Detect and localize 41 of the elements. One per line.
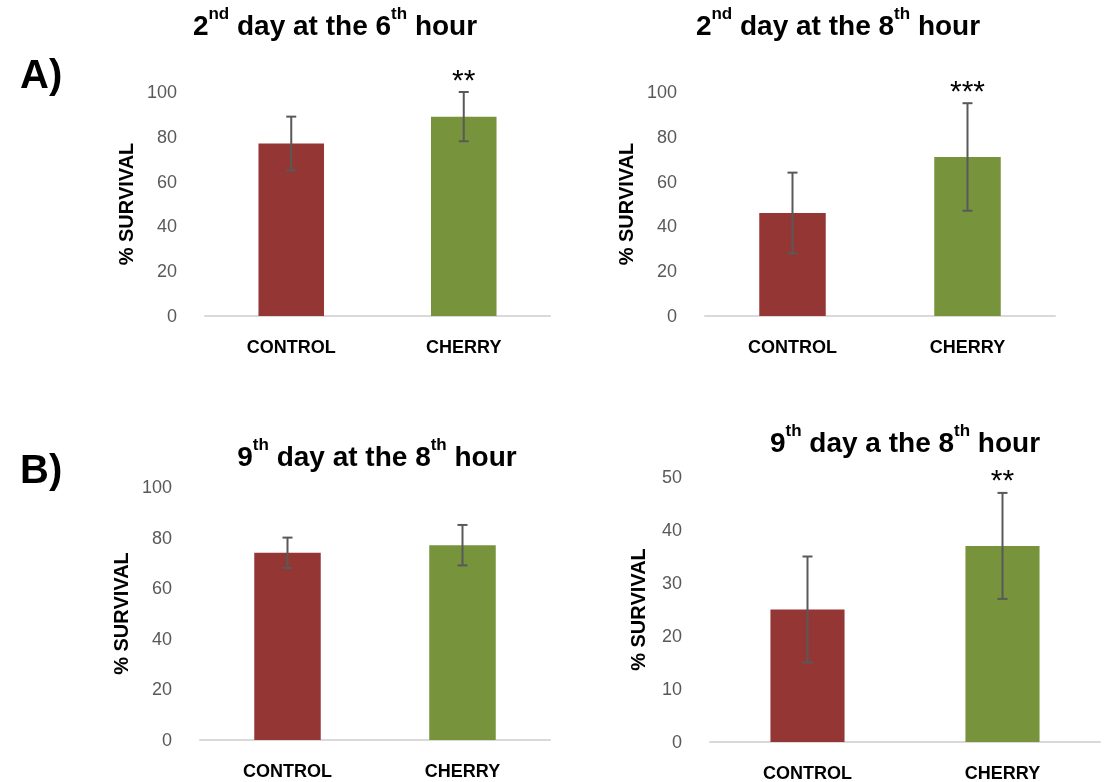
x-tick-label: CONTROL (763, 763, 852, 782)
y-tick-label: 40 (661, 520, 682, 540)
y-tick-label: 0 (166, 306, 177, 326)
y-axis-title: % SURVIVAL (615, 142, 638, 266)
x-tick-label: CONTROL (246, 337, 336, 357)
y-tick-label: 100 (646, 82, 677, 102)
y-tick-label: 20 (661, 626, 682, 646)
annotation: *** (949, 73, 986, 107)
x-tick-label: CHERRY (426, 337, 502, 357)
y-axis-title: % SURVIVAL (110, 552, 133, 675)
x-tick-label: CONTROL (243, 761, 332, 781)
y-tick-label: 20 (156, 261, 177, 282)
text: A) (20, 52, 63, 96)
y-tick-label: 20 (151, 679, 172, 700)
y-tick-label: 80 (656, 126, 677, 147)
y-tick-label: 40 (151, 628, 172, 649)
x-tick-label: CONTROL (748, 337, 837, 357)
y-tick-label: 10 (661, 679, 682, 699)
y-tick-label: 0 (671, 732, 682, 752)
text: B) (20, 447, 63, 491)
x-tick-label: CHERRY (964, 763, 1041, 782)
y-axis-title: % SURVIVAL (115, 142, 138, 266)
y-tick-label: 30 (661, 573, 682, 593)
y-tick-label: 80 (151, 527, 172, 548)
y-tick-label: 40 (156, 216, 177, 237)
y-tick-label: 80 (156, 126, 177, 147)
y-tick-label: 0 (666, 306, 677, 326)
x-tick-label: CHERRY (424, 761, 501, 781)
annotation: ** (452, 62, 476, 96)
x-tick-label: CHERRY (929, 337, 1006, 357)
y-tick-label: 20 (656, 261, 677, 282)
y-tick-label: 60 (156, 171, 177, 192)
y-tick-label: 60 (656, 171, 677, 192)
y-tick-label: 0 (161, 730, 172, 750)
y-tick-label: 100 (141, 477, 172, 497)
y-tick-label: 50 (661, 467, 682, 487)
y-tick-label: 100 (146, 82, 177, 102)
annotation: ** (990, 463, 1015, 497)
y-tick-label: 40 (656, 216, 677, 237)
y-axis-title: % SURVIVAL (627, 548, 649, 671)
y-tick-label: 60 (151, 578, 172, 599)
